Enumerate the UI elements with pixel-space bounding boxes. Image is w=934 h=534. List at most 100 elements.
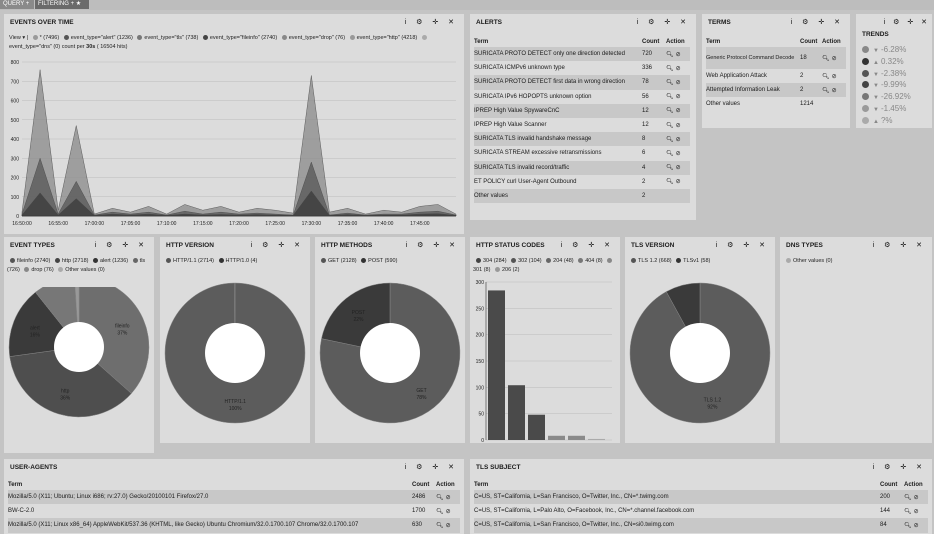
panel-toolbar[interactable]: i ⚙ ✛ ✕ — [250, 242, 304, 249]
legend-item[interactable]: Other values (0) — [55, 267, 105, 273]
term-cell[interactable]: SURICATA STREAM excessive retransmission… — [474, 150, 602, 157]
term-cell[interactable]: SURICATA ICMPv6 unknown type — [474, 65, 565, 72]
count-per-interval[interactable]: 30s — [86, 44, 96, 50]
legend-item[interactable]: POST (590) — [358, 258, 397, 264]
legend-item[interactable]: HTTP/1.0 (4) — [216, 258, 257, 264]
search-icon[interactable]: 🔍︎ — [666, 108, 676, 115]
legend-item[interactable]: TLS 1.2 (668) — [628, 258, 672, 264]
ban-icon[interactable]: ⊘ — [445, 508, 453, 515]
search-icon[interactable]: 🔍︎ — [666, 51, 676, 58]
term-cell[interactable]: SURICATA PROTO DETECT first data in wron… — [474, 75, 642, 90]
ban-icon[interactable]: ⊘ — [675, 179, 683, 186]
view-button[interactable]: View ▾ | — [9, 35, 29, 41]
search-icon[interactable]: 🔍︎ — [666, 150, 676, 157]
legend-item[interactable]: 206 (2) — [492, 267, 519, 273]
term-cell[interactable]: IPREP High Value Scanner — [474, 122, 547, 129]
term-cell[interactable]: Other values — [474, 188, 642, 204]
term-cell[interactable]: SURICATA TLS invalid handshake message — [474, 132, 642, 147]
legend-item[interactable]: event_type="http" (4218) — [347, 35, 417, 41]
search-icon[interactable]: 🔍︎ — [822, 73, 832, 80]
plus-icon[interactable]: + — [70, 1, 75, 7]
legend-item[interactable]: HTTP/1.1 (2714) — [163, 258, 214, 264]
legend-item[interactable]: event_type="drop" (76) — [279, 35, 345, 41]
legend-item[interactable]: event_type="tls" (738) — [134, 35, 198, 41]
search-icon[interactable]: 🔍︎ — [904, 522, 914, 529]
ban-icon[interactable]: ⊘ — [675, 65, 683, 72]
ban-icon[interactable]: ⊘ — [675, 165, 683, 172]
tab-query[interactable]: QUERY + — [0, 0, 34, 9]
panel-toolbar[interactable]: i ⚙ ✛ ✕ — [872, 464, 926, 471]
panel-toolbar[interactable]: i ⚙ ✛ ✕ — [94, 242, 148, 249]
term-cell[interactable]: Other values — [706, 101, 741, 108]
legend-item[interactable]: drop (76) — [21, 267, 54, 273]
term-cell[interactable]: Attempted Information Leak — [706, 83, 800, 98]
legend-item[interactable]: http (2718) — [52, 258, 88, 264]
search-icon[interactable]: 🔍︎ — [666, 79, 676, 86]
panel-toolbar[interactable]: i ⚙ ✛ ✕ — [872, 242, 926, 249]
legend-item[interactable]: event_type="fileinfo" (2740) — [200, 35, 277, 41]
ban-icon[interactable]: ⊘ — [675, 79, 683, 86]
term-cell[interactable]: Generic Protocol Command Decode — [706, 47, 800, 69]
ban-icon[interactable]: ⊘ — [675, 94, 683, 101]
search-icon[interactable]: 🔍︎ — [666, 165, 676, 172]
search-icon[interactable]: 🔍︎ — [904, 508, 914, 515]
legend-item[interactable]: 404 (8) — [575, 258, 603, 264]
events-over-time-chart[interactable]: 0 100 200 300 400 500 600 700 800 16:50:00 16:55:0… — [4, 58, 464, 234]
search-icon[interactable]: 🔍︎ — [822, 55, 832, 62]
legend-item[interactable]: 204 (48) — [543, 258, 574, 264]
panel-toolbar[interactable]: i ⚙ ✛ ✕ — [883, 19, 930, 26]
legend-item[interactable]: 301 (8) — [473, 258, 614, 273]
search-icon[interactable]: 🔍︎ — [666, 122, 676, 129]
term-cell[interactable]: SURICATA PROTO DETECT only one direction… — [474, 47, 642, 62]
term-cell[interactable]: SURICATA IPv6 HOPOPTS unknown option — [474, 93, 592, 100]
search-icon[interactable]: 🔍︎ — [666, 94, 676, 101]
term-cell[interactable]: ET POLICY curl User-Agent Outbound — [474, 178, 577, 185]
search-icon[interactable]: 🔍︎ — [822, 87, 832, 94]
panel-toolbar[interactable]: i ⚙ ✛ ✕ — [560, 242, 614, 249]
ban-icon[interactable]: ⊘ — [913, 508, 921, 515]
panel-toolbar[interactable]: i ⚙ ✛ ✕ — [404, 19, 458, 26]
ban-icon[interactable]: ⊘ — [445, 522, 453, 529]
legend-item[interactable]: alert (1236) — [90, 258, 128, 264]
ban-icon[interactable]: ⊘ — [675, 122, 683, 129]
tls-version-donut[interactable]: TLS 1.292% — [625, 277, 775, 443]
panel-toolbar[interactable]: i ⚙ ✛ ✕ — [404, 464, 458, 471]
legend-item[interactable]: 302 (104) — [508, 258, 542, 264]
panel-toolbar[interactable]: i ⚙ ✛ ✕ — [405, 242, 459, 249]
panel-toolbar[interactable]: i ⚙ ✛ ✕ — [636, 19, 690, 26]
ban-icon[interactable]: ⊘ — [831, 55, 839, 62]
ban-icon[interactable]: ⊘ — [831, 87, 839, 94]
ban-icon[interactable]: ⊘ — [675, 108, 683, 115]
term-cell[interactable]: BW-C-2.0 — [8, 508, 35, 515]
term-cell[interactable]: C=US, ST=California, L=Palo Alto, O=Face… — [474, 508, 695, 515]
star-icon[interactable]: ★ — [75, 1, 82, 7]
legend-item[interactable]: tls (726) — [7, 258, 145, 273]
ban-icon[interactable]: ⊘ — [675, 136, 683, 143]
panel-toolbar[interactable]: i ⚙ ✛ ✕ — [715, 242, 769, 249]
search-icon[interactable]: 🔍︎ — [666, 65, 676, 72]
legend-item[interactable]: TLSv1 (58) — [673, 258, 710, 264]
legend-item[interactable]: 304 (284) — [473, 258, 507, 264]
term-cell[interactable]: C=US, ST=California, L=San Francisco, O=… — [474, 518, 880, 533]
ban-icon[interactable]: ⊘ — [445, 494, 453, 501]
search-icon[interactable]: 🔍︎ — [436, 494, 446, 501]
legend-item[interactable]: Other values (0) — [783, 258, 832, 264]
ban-icon[interactable]: ⊘ — [831, 73, 839, 80]
search-icon[interactable]: 🔍︎ — [436, 508, 446, 515]
search-icon[interactable]: 🔍︎ — [904, 494, 914, 501]
term-cell[interactable]: C=US, ST=California, L=San Francisco, O=… — [474, 490, 880, 505]
legend-item[interactable]: GET (2128) — [318, 258, 357, 264]
term-cell[interactable]: IPREP High Value SpywareCnC — [474, 103, 642, 118]
term-cell[interactable]: SURICATA TLS invalid record/traffic — [474, 160, 642, 175]
ban-icon[interactable]: ⊘ — [913, 522, 921, 529]
term-cell[interactable]: Mozilla/5.0 (X11; Linux x86_64) AppleWeb… — [8, 518, 412, 533]
search-icon[interactable]: 🔍︎ — [666, 136, 676, 143]
term-cell[interactable]: Mozilla/5.0 (X11; Ubuntu; Linux i686; rv… — [8, 490, 412, 505]
search-icon[interactable]: 🔍︎ — [666, 179, 676, 186]
legend-item[interactable]: fileinfo (2740) — [7, 258, 50, 264]
http-status-bar-chart[interactable]: 0 50 100 150 200 250 300 — [470, 277, 620, 443]
panel-toolbar[interactable]: i ⚙ ✛ ✕ — [790, 19, 844, 26]
